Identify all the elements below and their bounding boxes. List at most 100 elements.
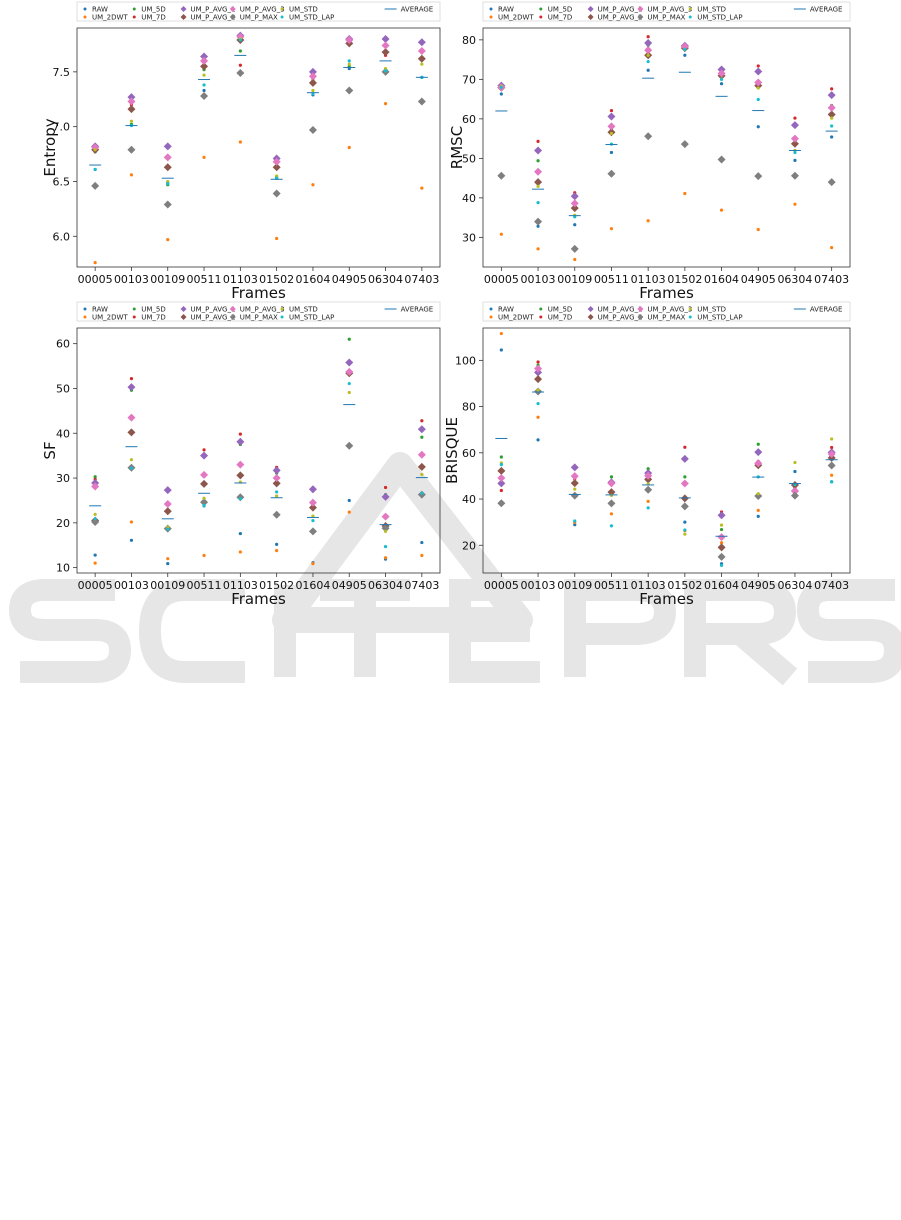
legend-entry-um-2dwt: UM_2DWT bbox=[489, 314, 534, 322]
legend-label: UM_P_AVG_3 bbox=[240, 6, 285, 14]
legend-entry-um-2dwt: UM_2DWT bbox=[489, 14, 534, 22]
data-point bbox=[497, 466, 506, 475]
data-point bbox=[347, 390, 351, 395]
legend-label: RAW bbox=[498, 306, 514, 314]
series-um-2dwt bbox=[93, 102, 424, 265]
legend-label: AVERAGE bbox=[810, 6, 843, 14]
legend-marker bbox=[688, 307, 692, 311]
data-point bbox=[607, 112, 616, 121]
data-point bbox=[536, 438, 540, 442]
data-point bbox=[381, 34, 390, 43]
data-point bbox=[609, 131, 614, 136]
legend-marker bbox=[83, 7, 87, 11]
data-point bbox=[308, 125, 317, 134]
legend-entry-um-std: UM_STD bbox=[280, 6, 318, 14]
data-point bbox=[200, 52, 209, 61]
legend-label: UM_P_AVG_2 bbox=[191, 14, 236, 22]
legend-box bbox=[482, 301, 851, 322]
data-point bbox=[570, 192, 579, 201]
data-point bbox=[717, 543, 726, 552]
x-tick-label: 00109 bbox=[150, 273, 185, 286]
data-point bbox=[534, 178, 543, 187]
legend-entry-average: AVERAGE bbox=[384, 6, 434, 14]
data-point bbox=[275, 236, 279, 241]
data-point bbox=[311, 183, 315, 187]
legend-entry-um-std-lap: UM_STD_LAP bbox=[280, 14, 334, 22]
legend-label: UM_5D bbox=[141, 6, 166, 14]
legend-entry-raw: RAW bbox=[83, 6, 108, 14]
series-um-7d bbox=[499, 360, 834, 514]
data-point bbox=[717, 511, 726, 520]
legend-label: UM_P_AVG_2 bbox=[598, 14, 643, 22]
x-axis-label: Frames bbox=[639, 284, 694, 302]
data-point bbox=[308, 67, 317, 76]
legend-marker bbox=[180, 6, 187, 12]
data-point bbox=[238, 140, 242, 144]
series-raw bbox=[499, 348, 834, 566]
series-average bbox=[495, 71, 838, 217]
plot-frame bbox=[76, 27, 441, 268]
data-point bbox=[607, 479, 616, 488]
data-point bbox=[129, 466, 134, 470]
data-point bbox=[381, 524, 390, 533]
data-point bbox=[719, 82, 724, 86]
data-point bbox=[308, 527, 317, 536]
data-point bbox=[607, 488, 616, 497]
legend-entry-um-p-max: UM_P_MAX bbox=[637, 14, 686, 22]
data-point bbox=[238, 497, 242, 501]
data-point bbox=[383, 485, 388, 490]
data-point bbox=[347, 381, 351, 386]
legend-label: UM_2DWT bbox=[92, 314, 128, 322]
data-point bbox=[756, 442, 760, 446]
data-point bbox=[683, 47, 687, 51]
data-point bbox=[536, 224, 540, 228]
data-point bbox=[127, 413, 136, 422]
data-point bbox=[756, 492, 760, 496]
x-tick-label: 01103 bbox=[631, 579, 666, 592]
legend-marker bbox=[280, 7, 284, 11]
data-point bbox=[308, 498, 317, 507]
x-tick-label: 00103 bbox=[114, 579, 149, 592]
y-tick-label: 40 bbox=[56, 427, 70, 440]
data-point bbox=[272, 466, 281, 475]
data-point bbox=[607, 169, 616, 178]
data-point bbox=[827, 91, 836, 100]
data-point bbox=[536, 401, 540, 406]
legend-marker bbox=[132, 15, 136, 19]
data-point bbox=[534, 217, 543, 226]
data-point bbox=[272, 163, 281, 172]
data-point bbox=[275, 174, 279, 178]
x-tick-label: 06304 bbox=[368, 579, 403, 592]
x-tick-label: 06304 bbox=[777, 579, 812, 592]
data-point bbox=[238, 63, 242, 67]
series-um-p-max bbox=[91, 67, 426, 209]
x-tick-label: 00103 bbox=[114, 273, 149, 286]
data-point bbox=[129, 119, 134, 123]
legend-marker bbox=[280, 315, 284, 319]
data-point bbox=[236, 471, 245, 480]
data-point bbox=[609, 524, 614, 528]
data-point bbox=[793, 460, 797, 465]
data-point bbox=[202, 83, 206, 87]
x-tick-label: 01502 bbox=[259, 273, 294, 286]
legend-label: UM_5D bbox=[548, 6, 573, 14]
data-point bbox=[607, 499, 616, 508]
data-point bbox=[91, 143, 100, 152]
data-point bbox=[93, 475, 97, 479]
data-point bbox=[163, 153, 172, 162]
data-point bbox=[754, 448, 763, 457]
data-point bbox=[680, 140, 689, 149]
legend-marker bbox=[637, 14, 644, 20]
legend-label: AVERAGE bbox=[401, 6, 434, 14]
data-point bbox=[345, 367, 354, 376]
data-point bbox=[830, 445, 834, 450]
data-point bbox=[570, 463, 579, 472]
data-point bbox=[347, 510, 351, 514]
legend-label: UM_2DWT bbox=[498, 314, 534, 322]
data-point bbox=[200, 451, 209, 460]
legend-entry-raw: RAW bbox=[489, 6, 514, 14]
